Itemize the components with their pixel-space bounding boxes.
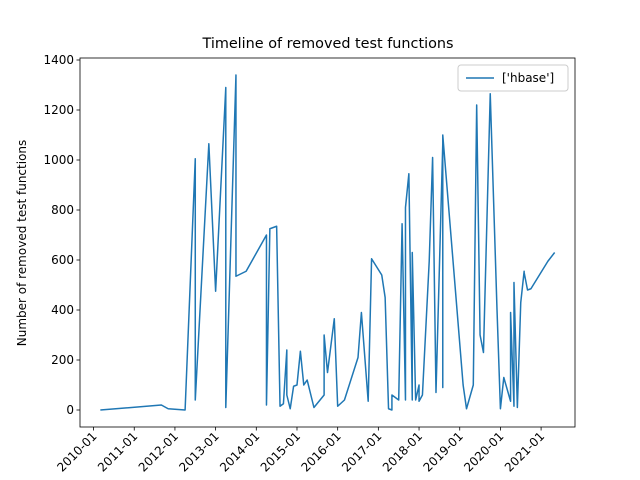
x-tick-label: 2021-01: [502, 429, 547, 474]
x-tick-label: 2020-01: [461, 429, 506, 474]
x-tick-label: 2015-01: [258, 429, 303, 474]
x-tick-label: 2016-01: [298, 429, 343, 474]
x-tick-label: 2014-01: [217, 429, 262, 474]
y-tick-label: 800: [51, 203, 74, 217]
y-tick-label: 1400: [43, 53, 74, 67]
y-axis-label: Number of removed test functions: [15, 140, 29, 347]
chart-title: Timeline of removed test functions: [201, 36, 453, 52]
legend-box: [457, 64, 569, 92]
y-tick-label: 400: [51, 303, 74, 317]
y-tick-label: 0: [66, 403, 74, 417]
y-tick-label: 200: [51, 353, 74, 367]
x-tick-label: 2012-01: [136, 429, 181, 474]
y-tick-label: 1000: [43, 153, 74, 167]
plot-frame: [79, 57, 576, 428]
x-tick-label: 2011-01: [95, 429, 140, 474]
x-tick-label: 2018-01: [380, 429, 425, 474]
y-tick-label: 1200: [43, 103, 74, 117]
x-tick-label: 2013-01: [176, 429, 221, 474]
line-series: [100, 74, 556, 411]
legend-label: ['hbase']: [502, 71, 554, 85]
y-tick-label: 600: [51, 253, 74, 267]
x-tick-label: 2010-01: [54, 429, 99, 474]
x-tick-label: 2019-01: [420, 429, 465, 474]
x-tick-label: 2017-01: [339, 429, 384, 474]
